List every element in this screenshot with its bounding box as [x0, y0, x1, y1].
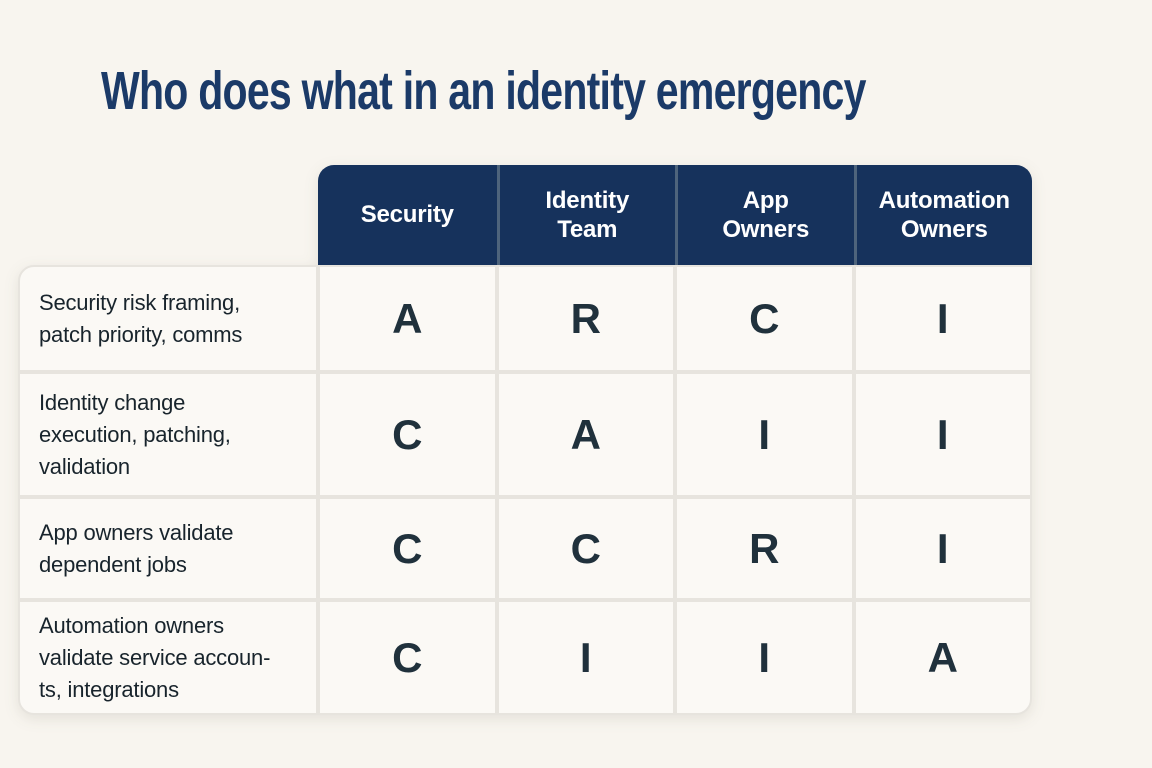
table-corner-spacer	[18, 165, 318, 265]
raci-cell: C	[318, 372, 497, 497]
raci-cell: I	[853, 372, 1032, 497]
row-label: Identity change execution, patching, val…	[18, 372, 318, 497]
raci-cell: A	[496, 372, 675, 497]
raci-cell: R	[675, 497, 854, 600]
row-label: App owners validate dependent jobs	[18, 497, 318, 600]
raci-cell: C	[318, 600, 497, 715]
raci-cell: C	[496, 497, 675, 600]
raci-cell: I	[853, 497, 1032, 600]
raci-cell: C	[318, 497, 497, 600]
column-header-app-owners: App Owners	[675, 165, 854, 265]
raci-cell: A	[318, 265, 497, 372]
row-label: Automation owners validate service accou…	[18, 600, 318, 715]
raci-cell: I	[853, 265, 1032, 372]
row-label: Security risk framing, patch priority, c…	[18, 265, 318, 372]
raci-cell: R	[496, 265, 675, 372]
raci-cell: C	[675, 265, 854, 372]
column-header-security: Security	[318, 165, 497, 265]
column-header-identity-team: Identity Team	[496, 165, 675, 265]
raci-cell: I	[675, 372, 854, 497]
raci-cell: A	[853, 600, 1032, 715]
raci-cell: I	[496, 600, 675, 715]
raci-cell: I	[675, 600, 854, 715]
column-header-automation-owners: Automation Owners	[853, 165, 1032, 265]
raci-matrix-table: Security Identity Team App Owners Automa…	[18, 165, 1032, 715]
page-title: Who does what in an identity emergency	[101, 61, 866, 121]
